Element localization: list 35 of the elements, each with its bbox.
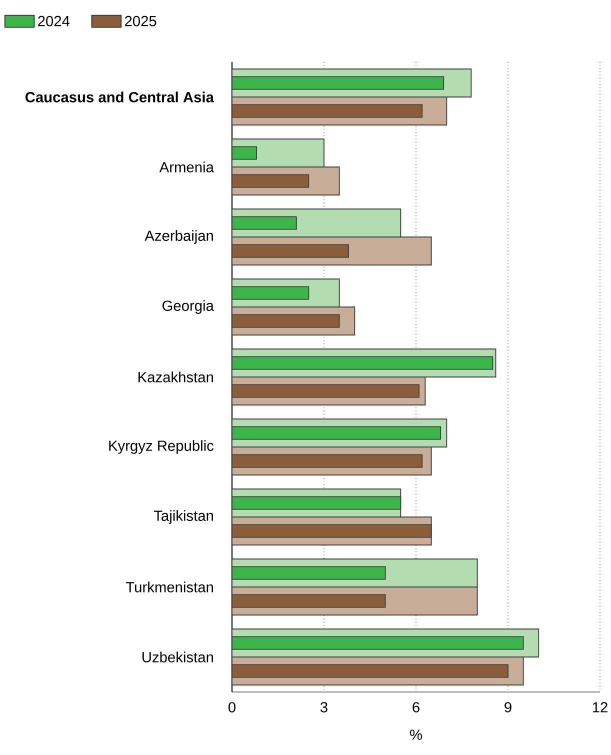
y-tick-label: Armenia — [159, 162, 214, 172]
y-tick-label: Georgia — [162, 300, 214, 314]
bar — [232, 636, 524, 650]
x-tick-label: 3 — [320, 702, 328, 712]
y-tick-label: Azerbaijan — [144, 230, 213, 244]
bar — [232, 664, 508, 678]
legend-label: 2024 — [38, 16, 70, 26]
bar — [232, 356, 494, 370]
bar — [232, 566, 386, 580]
bar — [232, 286, 310, 300]
bar — [232, 244, 350, 258]
bar — [232, 104, 423, 118]
bar — [232, 174, 310, 188]
bar — [232, 76, 444, 90]
x-tick-label: 12 — [592, 702, 608, 712]
bar — [232, 314, 340, 328]
y-tick-label: Tajikistan — [154, 510, 213, 524]
bar — [232, 426, 442, 440]
bar — [232, 594, 386, 608]
y-tick-label: Turkmenistan — [126, 582, 213, 592]
bar — [232, 454, 423, 468]
x-tick-label: 6 — [412, 702, 420, 712]
bar — [232, 146, 257, 160]
y-tick-label: Kyrgyz Republic — [109, 440, 214, 454]
bar — [232, 524, 432, 538]
y-tick-label: Kazakhstan — [138, 372, 213, 382]
legend-label: 2025 — [124, 16, 156, 26]
x-tick-label: 0 — [228, 702, 236, 712]
x-tick-label: 9 — [504, 702, 512, 712]
bar — [232, 384, 420, 398]
y-tick-label: Uzbekistan — [142, 652, 213, 662]
x-axis-title: % — [410, 730, 422, 740]
bar — [232, 496, 402, 510]
y-tick-label: Caucasus and Central Asia — [25, 92, 214, 102]
bar — [232, 216, 297, 230]
